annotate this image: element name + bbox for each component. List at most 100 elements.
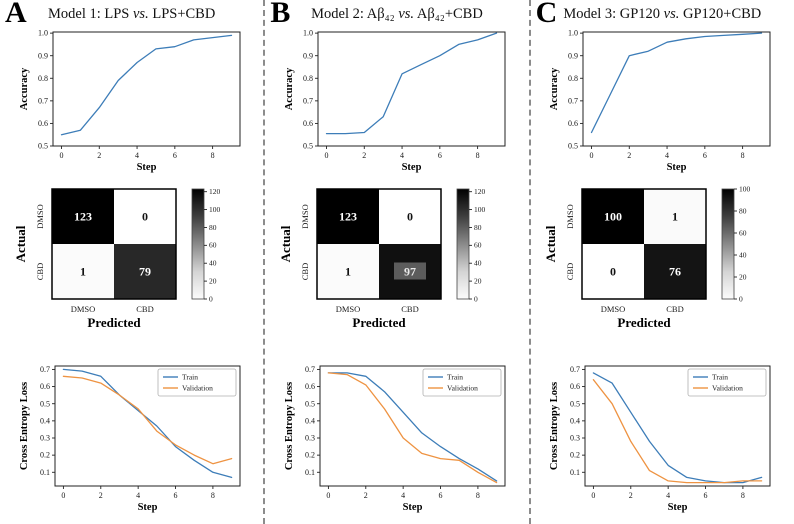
svg-text:60: 60: [474, 241, 482, 250]
svg-text:0.3: 0.3: [40, 434, 50, 443]
svg-text:8: 8: [741, 151, 745, 160]
svg-text:20: 20: [739, 272, 747, 281]
svg-text:0: 0: [326, 491, 330, 500]
svg-text:6: 6: [704, 491, 708, 500]
svg-text:0.8: 0.8: [303, 74, 313, 83]
svg-text:0: 0: [142, 210, 148, 224]
svg-text:0.7: 0.7: [303, 96, 313, 105]
panel-c: C Model 3: GP120 vs. GP120+CBD 0 2 4 6 8 0.5 0…: [531, 0, 794, 524]
svg-text:2: 2: [628, 151, 632, 160]
svg-text:1: 1: [672, 210, 678, 224]
svg-text:Cross Entropy Loss: Cross Entropy Loss: [19, 382, 30, 470]
svg-text:4: 4: [665, 151, 669, 160]
svg-text:0.5: 0.5: [568, 142, 578, 151]
svg-text:97: 97: [404, 265, 416, 279]
svg-text:20: 20: [209, 277, 217, 286]
svg-text:4: 4: [666, 491, 670, 500]
svg-text:120: 120: [209, 187, 221, 196]
svg-text:2: 2: [364, 491, 368, 500]
accuracy-chart: 0 2 4 6 8 0.5 0.6 0.7 0.8 0.9 1.0 Step Accuracy: [19, 29, 241, 173]
svg-text:0: 0: [61, 491, 65, 500]
svg-text:0.9: 0.9: [38, 51, 48, 60]
svg-text:100: 100: [604, 210, 622, 224]
svg-text:0.9: 0.9: [303, 51, 313, 60]
svg-text:Step: Step: [402, 162, 422, 173]
svg-text:Predicted: Predicted: [618, 315, 672, 330]
svg-text:CBD: CBD: [667, 304, 684, 314]
panel-letter: C: [535, 0, 558, 29]
panel-title: Model 1: LPS vs. LPS+CBD: [48, 6, 216, 22]
svg-text:4: 4: [136, 491, 140, 500]
svg-text:0.5: 0.5: [570, 399, 580, 408]
svg-text:6: 6: [173, 491, 177, 500]
svg-text:Accuracy: Accuracy: [284, 67, 295, 110]
svg-text:0.1: 0.1: [40, 468, 50, 477]
svg-text:1.0: 1.0: [568, 29, 578, 38]
svg-text:0.7: 0.7: [305, 365, 315, 374]
svg-text:0.5: 0.5: [38, 142, 48, 151]
svg-text:Actual: Actual: [13, 225, 28, 262]
svg-text:DMSO: DMSO: [300, 204, 310, 229]
svg-text:0.4: 0.4: [570, 416, 580, 425]
panel-b: B Model 2: Aβ₄₂ vs. Aβ₄₂+CBD 0 2 4 6 8 0.5 0.6…: [265, 0, 531, 524]
svg-text:0.7: 0.7: [568, 96, 578, 105]
svg-text:8: 8: [211, 491, 215, 500]
svg-text:2: 2: [629, 491, 633, 500]
svg-text:0: 0: [739, 294, 743, 303]
svg-text:80: 80: [209, 223, 217, 232]
svg-text:76: 76: [669, 265, 681, 279]
svg-text:0.1: 0.1: [570, 468, 580, 477]
svg-text:0.8: 0.8: [38, 74, 48, 83]
svg-text:Step: Step: [136, 162, 156, 173]
svg-text:0.7: 0.7: [570, 365, 580, 374]
loss-chart: 0 2 4 6 8 0.1 0.2 0.3 0.4 0.5 0.6 0.7 Step Cross Entr…: [549, 365, 771, 513]
panel-title: Model 2: Aβ₄₂ vs. Aβ₄₂+CBD: [311, 6, 483, 22]
svg-text:60: 60: [739, 228, 747, 237]
svg-text:Cross Entropy Loss: Cross Entropy Loss: [549, 382, 560, 470]
svg-text:Step: Step: [668, 502, 688, 513]
svg-text:Accuracy: Accuracy: [19, 67, 30, 110]
svg-text:0.9: 0.9: [568, 51, 578, 60]
svg-text:Step: Step: [137, 502, 157, 513]
svg-text:0.2: 0.2: [570, 451, 580, 460]
svg-text:123: 123: [74, 210, 92, 224]
svg-text:0.2: 0.2: [40, 451, 50, 460]
svg-text:80: 80: [474, 223, 482, 232]
svg-text:Step: Step: [667, 162, 687, 173]
svg-text:DMSO: DMSO: [601, 304, 626, 314]
svg-text:40: 40: [739, 250, 747, 259]
svg-text:0.6: 0.6: [40, 382, 50, 391]
svg-text:0.1: 0.1: [305, 468, 315, 477]
svg-text:0.8: 0.8: [568, 74, 578, 83]
svg-text:2: 2: [97, 151, 101, 160]
svg-text:100: 100: [474, 205, 486, 214]
svg-text:0.5: 0.5: [303, 142, 313, 151]
svg-text:1: 1: [80, 265, 86, 279]
svg-text:8: 8: [476, 491, 480, 500]
svg-text:0.7: 0.7: [38, 96, 48, 105]
svg-text:0: 0: [590, 151, 594, 160]
svg-text:Predicted: Predicted: [352, 315, 406, 330]
panel-title: Model 3: GP120 vs. GP120+CBD: [563, 6, 762, 22]
svg-text:Actual: Actual: [543, 225, 558, 262]
svg-text:40: 40: [209, 259, 217, 268]
svg-text:0.3: 0.3: [305, 434, 315, 443]
svg-text:0: 0: [324, 151, 328, 160]
svg-text:0.3: 0.3: [570, 434, 580, 443]
svg-text:6: 6: [172, 151, 176, 160]
svg-text:0.6: 0.6: [570, 382, 580, 391]
svg-text:Accuracy: Accuracy: [549, 67, 560, 110]
svg-text:0.7: 0.7: [40, 365, 50, 374]
svg-text:100: 100: [209, 205, 221, 214]
svg-text:6: 6: [439, 491, 443, 500]
svg-text:8: 8: [741, 491, 745, 500]
svg-text:CBD: CBD: [136, 304, 153, 314]
svg-text:80: 80: [739, 206, 747, 215]
svg-text:0.6: 0.6: [303, 119, 313, 128]
svg-text:8: 8: [476, 151, 480, 160]
svg-text:DMSO: DMSO: [336, 304, 361, 314]
panel-letter: A: [5, 0, 27, 29]
panel-a: A Model 1: LPS vs. LPS+CBD 0 2 4 6 8 0.5 0.6 0.…: [0, 0, 266, 524]
svg-text:Actual: Actual: [278, 225, 293, 262]
